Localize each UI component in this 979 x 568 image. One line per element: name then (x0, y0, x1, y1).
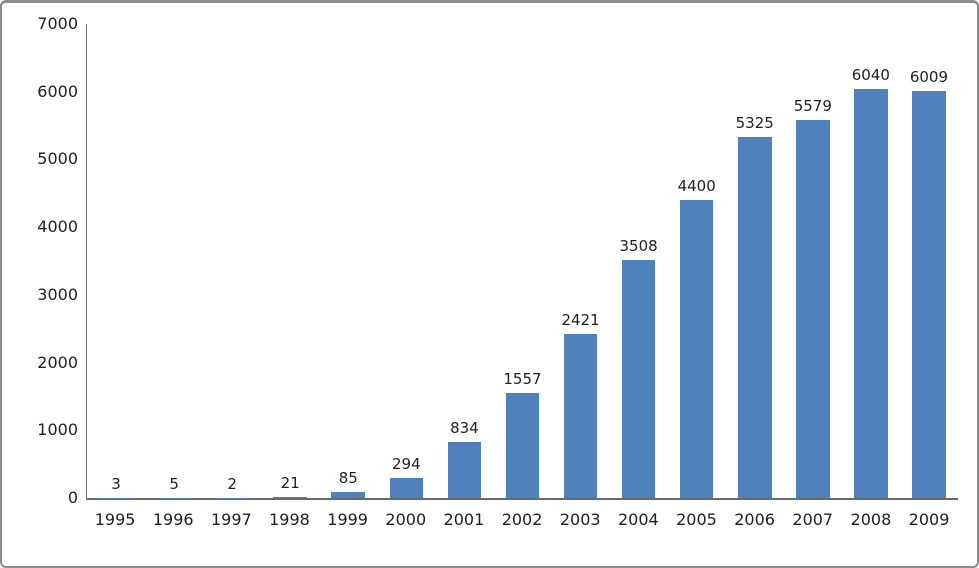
bar-slot: 85 (319, 24, 377, 498)
bar (679, 200, 714, 498)
bar (447, 441, 482, 498)
x-tick-label: 2009 (908, 510, 950, 529)
x-tick-label: 2000 (385, 510, 427, 529)
y-axis: 0 1000 2000 3000 4000 5000 6000 7000 (2, 3, 78, 566)
x-tick-label: 1999 (327, 510, 368, 529)
bar (563, 334, 598, 498)
x-tick-label: 2001 (443, 510, 485, 529)
bar-value-label: 21 (280, 473, 300, 492)
bar-value-label: 6009 (909, 68, 948, 87)
bar-slot: 2421 (552, 24, 610, 498)
bar-value-label: 294 (392, 455, 421, 474)
bar-value-label: 5325 (735, 114, 774, 133)
bar (854, 89, 888, 498)
bar-value-label: 5 (169, 474, 179, 493)
y-tick-label: 7000 (37, 14, 78, 33)
bar-value-label: 4400 (677, 177, 716, 196)
bar (331, 492, 366, 498)
x-tick-label: 2005 (676, 510, 717, 529)
bar-value-label: 1557 (503, 369, 542, 388)
y-tick-label: 3000 (37, 284, 78, 304)
bar-value-label: 3 (111, 474, 121, 493)
bar-value-label: 2421 (561, 311, 600, 330)
x-tick-label: 1995 (94, 510, 136, 529)
bar (795, 120, 830, 498)
x-tick-label: 1998 (269, 510, 310, 529)
bar-value-label: 5579 (793, 97, 832, 116)
x-tick-label: 2008 (850, 510, 892, 529)
bar-slot: 21 (261, 24, 319, 498)
bar-slot: 2 (203, 24, 261, 498)
bar (389, 478, 424, 498)
bar-slot: 3508 (610, 24, 668, 498)
bar-slot: 6040 (842, 24, 900, 498)
bar-slot: 834 (435, 24, 493, 498)
bar-value-label: 2 (227, 474, 237, 493)
bar (737, 137, 772, 498)
x-tick-label: 2006 (734, 510, 775, 529)
y-tick-label: 5000 (37, 149, 78, 169)
bar (505, 392, 540, 498)
y-tick-label: 0 (67, 488, 78, 507)
x-tick-label: 2003 (559, 510, 601, 529)
bar-slot: 4400 (668, 24, 726, 498)
bar-slot: 5325 (726, 24, 784, 498)
x-axis: 1995 1996 1997 1998 1999 2000 2001 2002 2003 2004… (86, 510, 958, 530)
bar-slot: 1557 (493, 24, 551, 498)
x-tick-label: 2002 (501, 510, 543, 529)
bar (912, 91, 946, 498)
bar-slot: 6009 (900, 24, 958, 498)
x-tick-label: 2007 (792, 510, 834, 529)
x-tick-label: 2004 (617, 510, 659, 529)
bar-slot: 5 (145, 24, 203, 498)
plot-area: 3 5 2 21 85 294 834 1557 2421 3508 4400 5325 5579 604… (86, 24, 958, 500)
x-tick-label: 1997 (210, 510, 252, 529)
bar (621, 260, 656, 498)
bar-slot: 294 (377, 24, 435, 498)
x-tick-label: 1996 (152, 510, 194, 529)
bar-value-label: 6040 (851, 66, 890, 85)
y-tick-label: 2000 (37, 352, 78, 372)
bars-container: 3 5 2 21 85 294 834 1557 2421 3508 4400 5325 5579 604… (87, 24, 958, 498)
bar-value-label: 85 (338, 469, 358, 488)
y-tick-label: 4000 (37, 217, 78, 237)
y-tick-label: 1000 (37, 420, 78, 440)
bar-value-label: 834 (450, 418, 479, 437)
bar-slot: 3 (87, 24, 145, 498)
y-tick-label: 6000 (37, 81, 78, 101)
bar (273, 496, 308, 498)
bar-value-label: 3508 (619, 237, 658, 256)
bar-slot: 5579 (784, 24, 842, 498)
